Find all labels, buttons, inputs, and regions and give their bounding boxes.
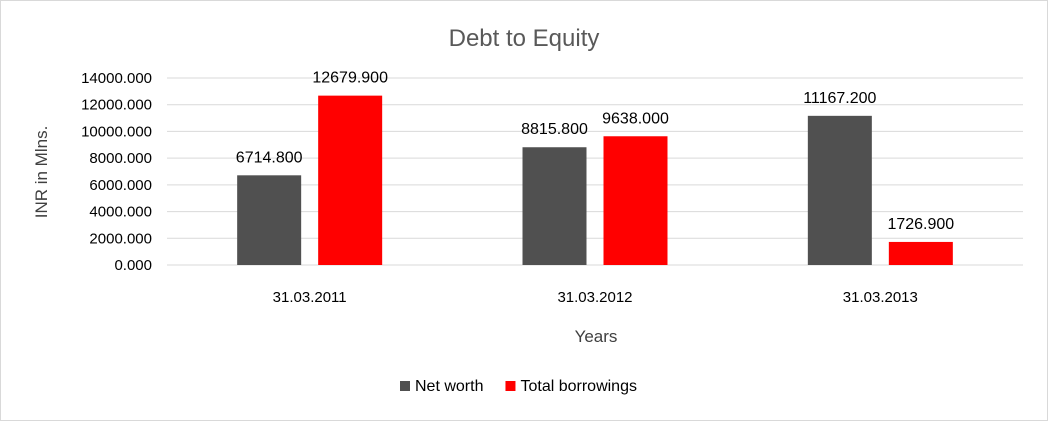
x-axis-title: Years: [575, 327, 618, 346]
x-axis-ticks: 31.03.2011 31.03.2012 31.03.2013: [273, 289, 918, 306]
x-tick-label: 31.03.2013: [843, 289, 918, 306]
bar: [807, 115, 872, 266]
y-tick-label: 6000.000: [89, 177, 152, 194]
x-tick-label: 31.03.2011: [273, 289, 347, 306]
bar: [318, 95, 383, 265]
bar: [237, 175, 302, 265]
legend-label: Total borrowings: [520, 378, 637, 395]
data-label: 1726.900: [887, 216, 954, 233]
data-label: 9638.000: [602, 110, 669, 127]
x-tick-label: 31.03.2012: [557, 289, 632, 306]
y-tick-label: 0.000: [114, 257, 152, 274]
y-tick-label: 12000.000: [81, 97, 152, 114]
bar: [603, 136, 668, 265]
data-label: 6714.800: [236, 149, 303, 166]
chart-title: Debt to Equity: [449, 25, 600, 52]
bar: [888, 241, 953, 265]
y-axis-title: INR in Mlns.: [32, 126, 51, 219]
data-label: 8815.800: [521, 121, 588, 138]
gridlines: [167, 77, 1023, 266]
legend-swatch: [505, 381, 516, 391]
y-axis-ticks: 0.000 2000.000 4000.000 6000.000 8000.000 100…: [81, 70, 152, 274]
legend-swatch: [400, 381, 410, 391]
legend-label: Net worth: [415, 378, 483, 395]
y-tick-label: 8000.000: [89, 150, 152, 167]
data-label: 11167.200: [803, 90, 876, 107]
legend: Net worth Total borrowings: [400, 378, 637, 395]
y-tick-label: 10000.000: [81, 123, 152, 140]
data-label: 12679.900: [312, 70, 388, 87]
y-tick-label: 14000.000: [81, 70, 152, 87]
y-tick-label: 4000.000: [89, 204, 152, 221]
data-labels: 6714.800 12679.900 8815.800 9638.000 11167.2…: [236, 70, 955, 233]
bar: [522, 147, 587, 265]
bars: [237, 95, 953, 266]
y-tick-label: 2000.000: [89, 230, 152, 247]
